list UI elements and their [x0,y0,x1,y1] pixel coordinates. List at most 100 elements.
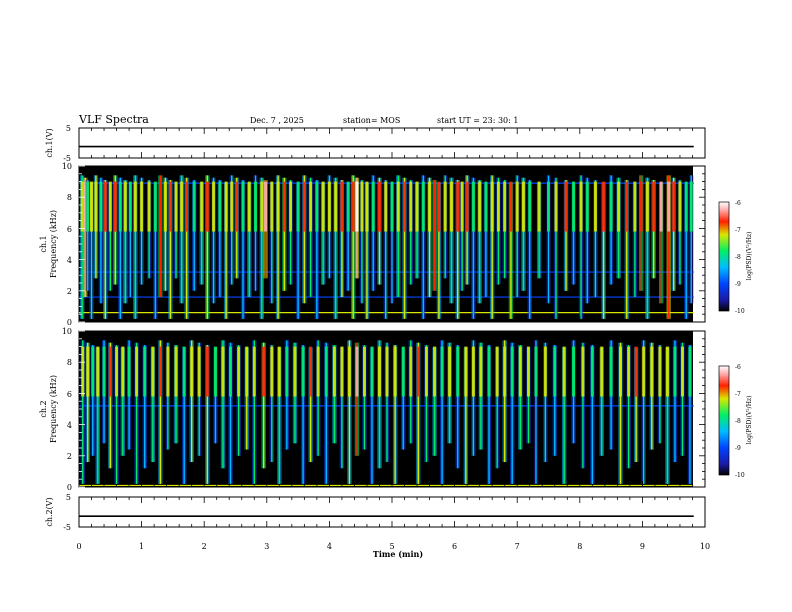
ch2-voltage-ytick-top: 5 [66,493,71,502]
burst-core [554,181,558,232]
burst-core [633,181,637,232]
burst-mark [619,342,622,484]
burst-mark [433,347,436,456]
burst-core [433,181,437,232]
burst-core [174,346,178,397]
burst-mark [237,345,240,456]
burst-mark [378,340,381,469]
burst-mark [372,175,374,291]
burst-mark [248,182,250,298]
xtick-1: 1 [139,542,144,551]
burst-core [495,346,499,397]
burst-mark [674,340,676,463]
burst-core [262,346,266,397]
burst-mark [433,180,436,291]
burst-core [108,181,112,232]
burst-core [245,346,249,397]
burst-core [609,181,613,232]
burst-core [579,181,583,232]
burst-core [230,181,234,232]
ch2-voltage-panel: 5 -5 ch.2(V) [45,493,706,532]
burst-mark [679,180,681,285]
burst-mark [535,340,537,484]
burst-core [650,346,654,397]
ch2-voltage-ytick-bottom: -5 [63,523,71,532]
burst-core [547,181,550,232]
burst-mark [640,175,642,291]
burst-mark [277,175,279,319]
burst-mark [297,182,299,319]
burst-core [396,181,400,232]
burst-mark [253,340,255,484]
burst-mark [438,182,440,319]
xtick-9: 9 [640,542,645,551]
burst-mark [361,180,363,304]
burst-core [471,181,475,232]
burst-mark [522,177,525,291]
ch1-spectrogram-bursts [79,175,694,319]
burst-core [479,346,483,397]
burst-mark [422,175,424,319]
burst-mark [491,175,493,319]
burst-core [168,181,172,232]
burst-core [627,346,631,397]
burst-core [490,181,494,232]
ch1-voltage-ytick-top: 5 [66,124,71,133]
ch2-ytick-10: 10 [62,327,72,336]
burst-core [360,181,364,232]
burst-mark [193,180,195,291]
burst-mark [185,177,188,319]
burst-core [593,181,597,232]
burst-core [86,346,90,397]
burst-mark [572,182,575,285]
burst-core [370,346,374,397]
ch1-spectrogram-ticks [78,165,706,323]
burst-mark [516,175,518,298]
burst-core [617,181,621,232]
ch2-colorbar: -6 -7 -8 -9 -10 log(PSD)(V²/Hz) [718,364,753,479]
burst-core [443,181,447,232]
date-label: Dec. 7 , 2025 [250,116,304,125]
burst-mark [403,177,406,319]
burst-core [673,346,677,397]
burst-core [270,346,274,397]
burst-core [158,181,162,232]
burst-mark [488,345,490,484]
burst-core [351,181,355,232]
burst-mark [601,347,603,456]
ch1-colorbar-tick-m7: -7 [735,227,741,234]
burst-core [332,346,336,397]
burst-mark [164,177,167,291]
burst-core [80,181,84,232]
burst-mark [271,345,273,463]
burst-core [285,346,289,397]
ch2-spectrogram-bursts [80,340,693,484]
burst-mark [529,180,531,319]
burst-core [182,346,186,397]
ch2-colorbar-tick-m6: -6 [735,364,741,371]
burst-core [384,181,388,232]
burst-core [221,346,225,397]
burst-mark [544,342,547,463]
burst-mark [81,175,83,319]
burst-mark [391,182,393,304]
burst-mark [115,345,118,484]
burst-core [151,346,155,397]
burst-mark [271,182,273,304]
xtick-10: 10 [700,542,710,551]
burst-mark [417,342,419,484]
burst-mark [457,180,459,319]
ch1-colorbar-tick-m6: -6 [735,200,741,207]
burst-core [465,181,469,232]
ch2-spectrogram-ticks [78,330,706,488]
xtick-0: 0 [76,542,81,551]
ch1-ytick-0: 0 [67,318,72,327]
ch2-colorbar-tick-m7: -7 [735,391,741,398]
burst-core [645,181,649,232]
burst-core [526,346,530,397]
burst-core [163,181,167,232]
burst-mark [503,340,506,463]
burst-core [590,346,594,397]
burst-core [496,181,500,232]
